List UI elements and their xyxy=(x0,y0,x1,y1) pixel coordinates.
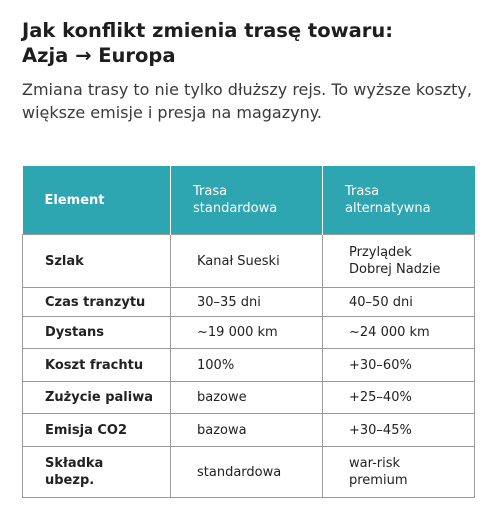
table-cell: Dystans xyxy=(22,316,171,349)
table-cell: Szlak xyxy=(22,234,171,288)
title-line: Azja → Europa xyxy=(22,44,176,67)
table-cell: +25–40% xyxy=(322,381,475,414)
table-cell: Kanał Sueski xyxy=(170,234,323,288)
table-body: Szlak Kanał Sueski Przylądek Dobrej Nadzie… xyxy=(22,234,475,498)
table-row: Koszt frachtu 100% +30–60% xyxy=(22,348,475,382)
table-row: Emisja CO2 bazowa +30–45% xyxy=(22,413,475,447)
header-row: Element Trasa standardowa Trasa alternatyw… xyxy=(22,166,475,235)
table-row: Składka ubezp. standardowa war-risk premiu… xyxy=(22,446,475,498)
table-cell: Przylądek Dobrej Nadzie xyxy=(322,234,475,288)
column-header: Trasa alternatywna xyxy=(322,166,475,235)
table-cell: Emisja CO2 xyxy=(22,413,171,447)
table-cell: ~24 000 km xyxy=(322,316,475,349)
table-row: Czas tranzytu 30–35 dni 40–50 dni xyxy=(22,287,475,317)
table-cell: bazowe xyxy=(170,381,323,414)
table-cell: standardowa xyxy=(170,446,323,498)
column-header: Trasa standardowa xyxy=(170,166,323,235)
title: Jak konflikt zmienia trasę towaru: Azja … xyxy=(22,18,393,68)
table-cell: Zużycie paliwa xyxy=(22,381,171,414)
table: Element Trasa standardowa Trasa alternatyw… xyxy=(22,166,475,498)
column-header: Element xyxy=(22,166,171,235)
table-cell: Koszt frachtu xyxy=(22,348,171,382)
table-cell: 30–35 dni xyxy=(170,287,323,317)
table-cell: Składka ubezp. xyxy=(22,446,171,498)
table-cell: +30–60% xyxy=(322,348,475,382)
table-row: Zużycie paliwa bazowe +25–40% xyxy=(22,381,475,414)
table-cell: bazowa xyxy=(170,413,323,447)
title-line: Jak konflikt zmienia trasę towaru: xyxy=(22,19,394,42)
table-cell: 40–50 dni xyxy=(322,287,475,317)
table-row: Szlak Kanał Sueski Przylądek Dobrej Nadzie xyxy=(22,234,475,288)
table-row: Dystans ~19 000 km ~24 000 km xyxy=(22,316,475,349)
table-cell: Czas tranzytu xyxy=(22,287,171,317)
table-cell: +30–45% xyxy=(322,413,475,447)
table-cell: 100% xyxy=(170,348,323,382)
table-cell: war-risk premium xyxy=(322,446,475,498)
table-cell: ~19 000 km xyxy=(170,316,323,349)
subtitle: Zmiana trasy to nie tylko dłuższy rejs. … xyxy=(22,80,472,122)
